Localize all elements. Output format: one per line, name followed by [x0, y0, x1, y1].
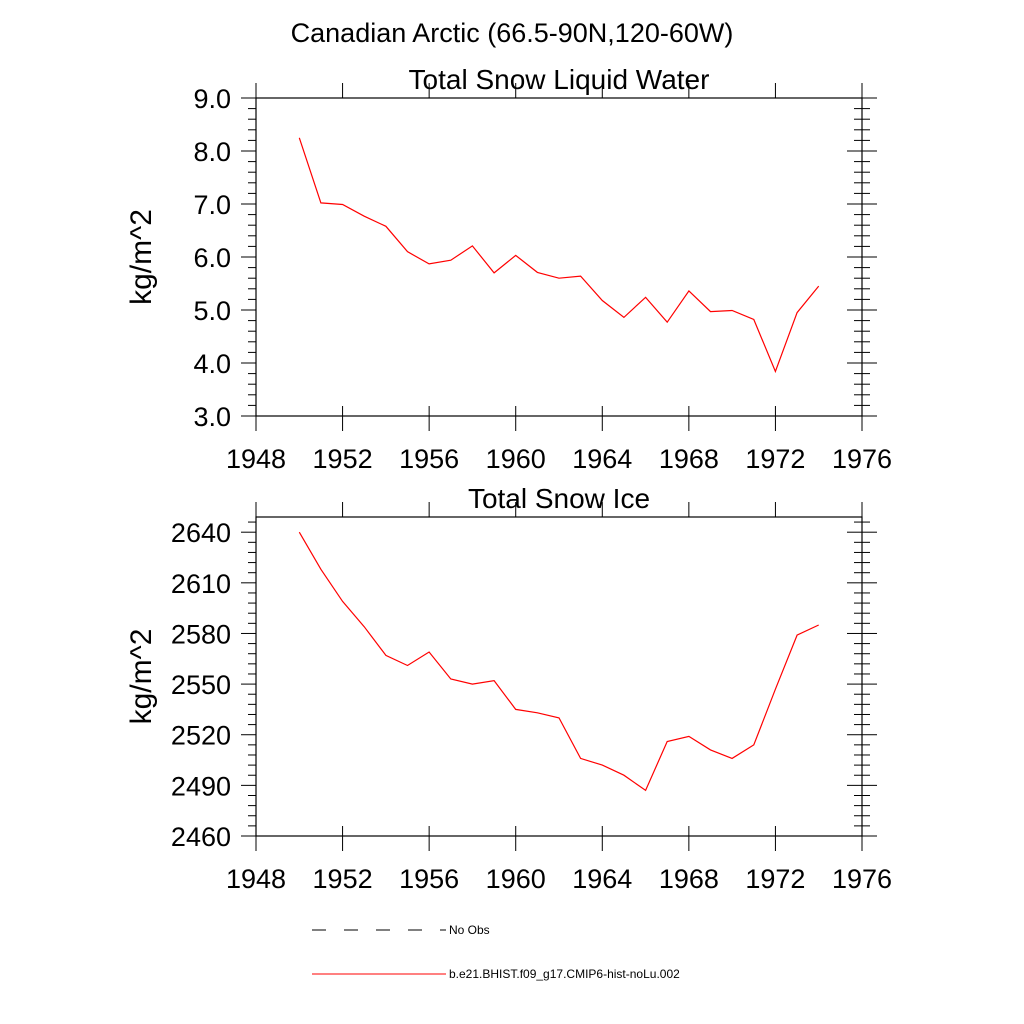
x-tick-label: 1972: [745, 444, 805, 474]
y-tick-label: 2550: [171, 670, 231, 700]
x-tick-label: 1948: [226, 444, 286, 474]
y-tick-label: 2460: [171, 822, 231, 852]
y-tick-label: 6.0: [193, 243, 231, 273]
series-line: [298, 137, 820, 374]
y-tick-label: 9.0: [193, 84, 231, 114]
y-tick-label: 2610: [171, 569, 231, 599]
x-tick-label: 1972: [745, 864, 805, 894]
x-tick-label: 1956: [399, 864, 459, 894]
y-tick-label: 5.0: [193, 296, 231, 326]
chart-title: Total Snow Ice: [468, 483, 650, 514]
y-axis-label: kg/m^2: [125, 629, 158, 725]
x-tick-label: 1968: [659, 444, 719, 474]
y-tick-label: 2640: [171, 518, 231, 548]
x-tick-label: 1952: [313, 444, 373, 474]
x-tick-label: 1964: [572, 444, 632, 474]
figure-title: Canadian Arctic (66.5-90N,120-60W): [291, 18, 734, 48]
x-tick-label: 1956: [399, 444, 459, 474]
y-tick-label: 8.0: [193, 137, 231, 167]
panels: Total Snow Liquid Water kg/m^2 1948 1952 195…: [125, 64, 892, 894]
y-tick-label: 2580: [171, 619, 231, 649]
x-tick-label: 1952: [313, 864, 373, 894]
y-tick-label: 4.0: [193, 349, 231, 379]
y-tick-label: 7.0: [193, 190, 231, 220]
plot-frame: [255, 516, 863, 837]
chart-panel-2: Total Snow Ice kg/m^2 1948 1952 1956 1960 1964…: [125, 483, 892, 894]
series-line: [298, 531, 819, 792]
x-tick-label: 1960: [486, 444, 546, 474]
y-tick-label: 3.0: [193, 402, 231, 432]
y-tick-label: 2520: [171, 721, 231, 751]
y-tick-label: 2490: [171, 771, 231, 801]
chart-panel-1: Total Snow Liquid Water kg/m^2 1948 1952 195…: [125, 64, 892, 474]
x-tick-label: 1976: [832, 444, 892, 474]
plot-frame: [255, 97, 863, 417]
y-axis-label: kg/m^2: [125, 209, 158, 305]
legend: No Obs b.e21.BHIST.f09_g17.CMIP6-hist-no…: [312, 923, 680, 981]
legend-obs-label: No Obs: [449, 923, 490, 937]
chart-title: Total Snow Liquid Water: [409, 64, 710, 95]
x-tick-label: 1948: [226, 864, 286, 894]
x-tick-label: 1968: [659, 864, 719, 894]
legend-model-label: b.e21.BHIST.f09_g17.CMIP6-hist-noLu.002: [449, 967, 680, 981]
x-tick-label: 1976: [832, 864, 892, 894]
x-tick-label: 1960: [486, 864, 546, 894]
x-tick-label: 1964: [572, 864, 632, 894]
